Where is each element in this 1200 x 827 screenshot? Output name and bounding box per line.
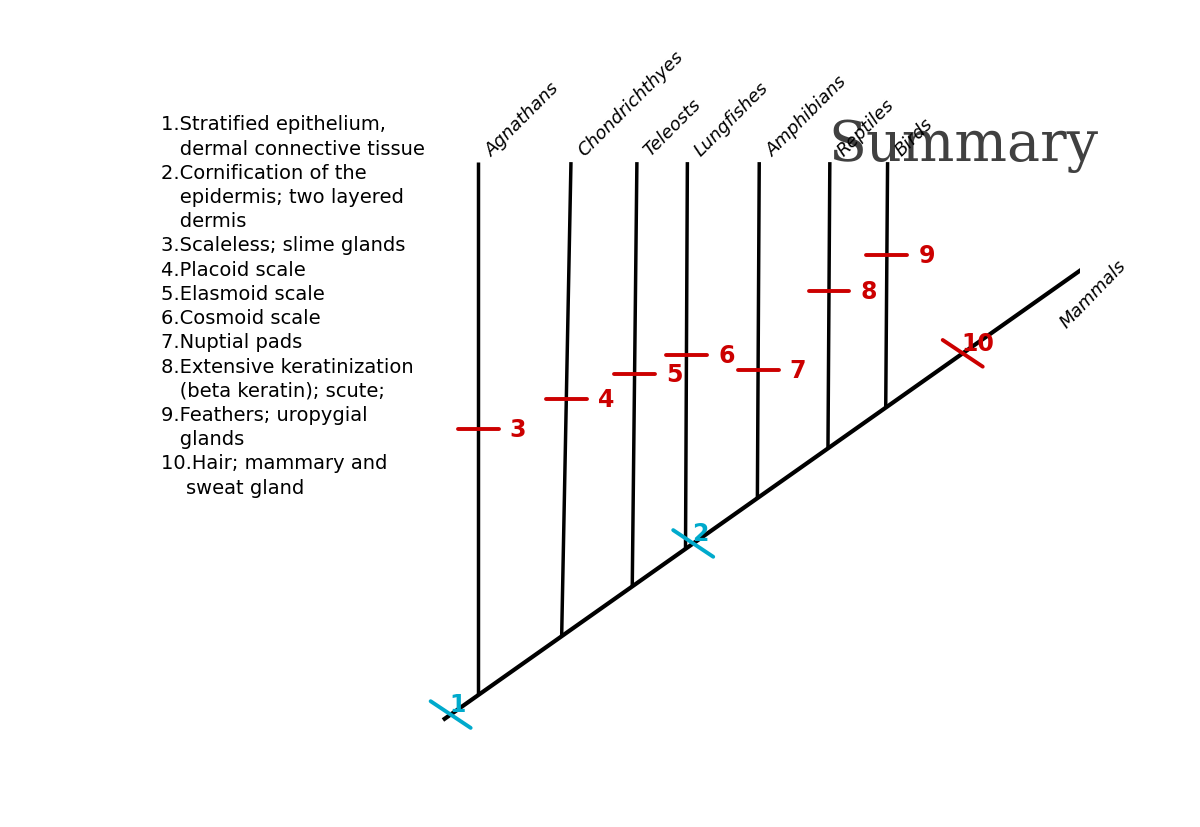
Text: 1.Stratified epithelium,: 1.Stratified epithelium,: [161, 115, 386, 134]
Text: 10: 10: [961, 332, 994, 356]
Text: Mammals: Mammals: [1057, 256, 1130, 331]
Text: Agnathans: Agnathans: [482, 79, 563, 160]
Text: Lungfishes: Lungfishes: [691, 79, 773, 160]
Text: 6.Cosmoid scale: 6.Cosmoid scale: [161, 308, 320, 327]
Text: dermis: dermis: [161, 212, 246, 231]
Text: 2.Cornification of the: 2.Cornification of the: [161, 164, 367, 183]
Text: 4.Placoid scale: 4.Placoid scale: [161, 261, 306, 280]
Text: 3.Scaleless; slime glands: 3.Scaleless; slime glands: [161, 237, 406, 255]
Text: 5.Elasmoid scale: 5.Elasmoid scale: [161, 284, 325, 304]
Text: 8: 8: [860, 280, 877, 304]
Text: 2: 2: [692, 522, 708, 546]
Text: Amphibians: Amphibians: [763, 72, 851, 160]
Text: 4: 4: [598, 388, 614, 412]
Text: Teleosts: Teleosts: [641, 96, 704, 160]
Text: Reptiles: Reptiles: [834, 96, 898, 160]
Text: epidermis; two layered: epidermis; two layered: [161, 188, 404, 207]
Text: dermal connective tissue: dermal connective tissue: [161, 140, 425, 158]
Text: 6: 6: [718, 344, 734, 368]
Text: sweat gland: sweat gland: [161, 478, 305, 497]
Text: Summary: Summary: [829, 118, 1099, 173]
Text: 7: 7: [790, 359, 806, 383]
Text: Birds: Birds: [892, 115, 936, 160]
Text: Chondrichthyes: Chondrichthyes: [575, 47, 688, 160]
Text: 1: 1: [449, 692, 466, 716]
Text: 7.Nuptial pads: 7.Nuptial pads: [161, 333, 302, 352]
Text: 10.Hair; mammary and: 10.Hair; mammary and: [161, 454, 388, 473]
Text: 5: 5: [666, 363, 683, 387]
Text: 8.Extensive keratinization: 8.Extensive keratinization: [161, 357, 414, 376]
Text: 3: 3: [510, 417, 527, 441]
Text: glands: glands: [161, 430, 245, 449]
Text: 9: 9: [918, 244, 935, 268]
Text: 9.Feathers; uropygial: 9.Feathers; uropygial: [161, 405, 367, 424]
Text: (beta keratin); scute;: (beta keratin); scute;: [161, 381, 385, 400]
